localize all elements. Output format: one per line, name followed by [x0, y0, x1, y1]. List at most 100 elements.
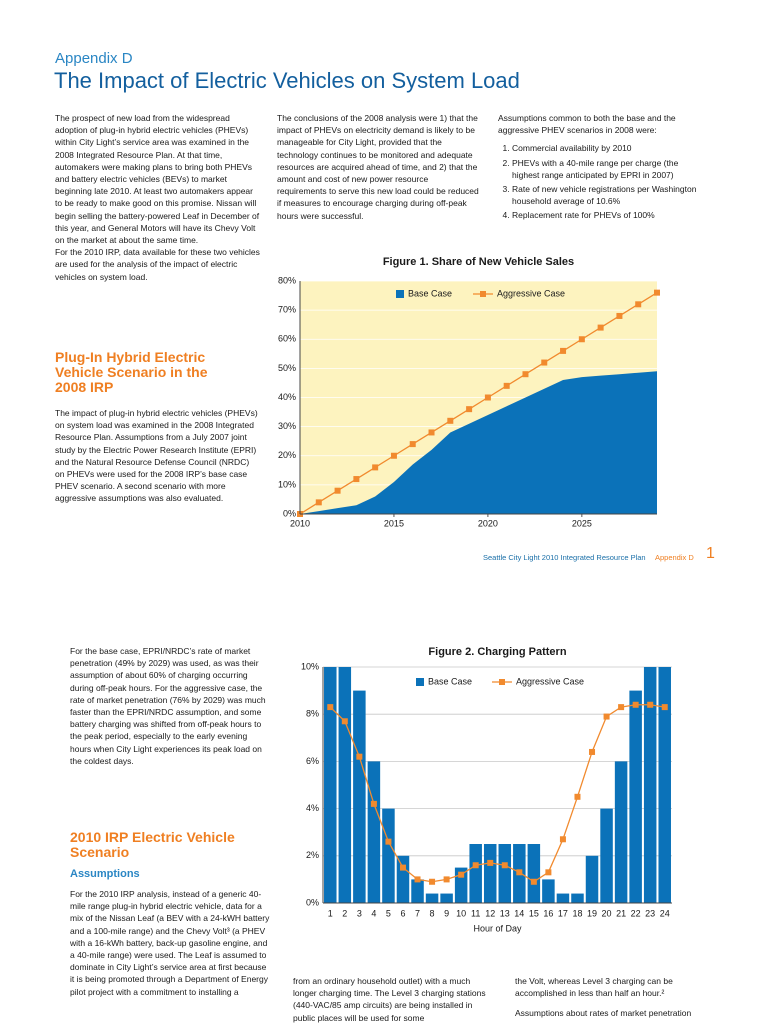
marker	[429, 878, 436, 885]
marker	[574, 793, 581, 800]
bar	[425, 893, 439, 903]
page-title: The Impact of Electric Vehicles on Syste…	[54, 68, 520, 93]
marker	[466, 406, 473, 413]
x-tick-label: 21	[616, 908, 626, 918]
x-tick-label: 6	[400, 908, 405, 918]
y-tick-label: 8%	[306, 709, 319, 719]
list: Commercial availability by 2010 PHEVs wi…	[498, 142, 703, 221]
bar	[483, 844, 497, 903]
bar	[367, 761, 381, 903]
paragraph: For the 2010 IRP analysis, instead of a …	[70, 889, 270, 997]
legend-label: Base Case	[408, 288, 452, 298]
column: Assumptions common to both the base and …	[498, 112, 703, 224]
list-item: Rate of new vehicle registrations per Wa…	[512, 183, 703, 207]
marker	[541, 359, 548, 366]
y-tick-label: 2%	[306, 850, 319, 860]
y-tick-label: 0%	[283, 508, 296, 518]
y-tick-label: 50%	[278, 363, 296, 373]
x-tick-label: 1	[328, 908, 333, 918]
x-tick-label: 5	[386, 908, 391, 918]
y-tick-label: 0%	[306, 897, 319, 907]
marker	[522, 371, 529, 378]
marker	[385, 838, 392, 845]
x-tick-label: 3	[357, 908, 362, 918]
x-tick-label: 2	[342, 908, 347, 918]
y-tick-label: 20%	[278, 450, 296, 460]
chart: Figure 1. Share of New Vehicle Sales 0% 10…	[278, 256, 660, 528]
x-tick-label: 18	[572, 908, 582, 918]
chart: Figure 2. Charging Pattern 0% 2% 4% 6% 8% 10% 1…	[301, 646, 672, 933]
marker	[487, 859, 494, 866]
marker	[409, 441, 416, 448]
bar	[411, 879, 424, 903]
list-item: Replacement rate for PHEVs of 100%	[512, 209, 703, 221]
x-tick-label: 19	[587, 908, 597, 918]
bar	[658, 667, 671, 903]
marker	[447, 417, 454, 424]
legend-swatch	[416, 678, 424, 686]
subheading: Assumptions	[70, 868, 140, 880]
paragraph: The impact of plug-in hybrid electric ve…	[55, 408, 258, 504]
marker	[399, 864, 406, 871]
legend-label: Aggressive Case	[497, 288, 565, 298]
y-tick-label: 6%	[306, 756, 319, 766]
column: The conclusions of the 2008 analysis wer…	[277, 112, 479, 222]
page-number: 1	[706, 545, 715, 562]
marker	[578, 336, 585, 343]
x-tick-label: 24	[660, 908, 670, 918]
chart-title: Figure 2. Charging Pattern	[428, 646, 566, 658]
line	[299, 292, 658, 515]
x-tick-label: 20	[602, 908, 612, 918]
y-tick-label: 10%	[301, 661, 319, 671]
marker	[618, 704, 625, 711]
chart-title: Figure 1. Share of New Vehicle Sales	[383, 256, 574, 268]
x-tick-label: 23	[645, 908, 655, 918]
marker	[458, 871, 465, 878]
marker	[503, 382, 510, 389]
marker	[589, 748, 596, 755]
marker	[661, 704, 668, 711]
marker	[530, 878, 537, 885]
bar	[571, 893, 584, 903]
marker	[484, 394, 491, 401]
y-tick-label: 40%	[278, 392, 296, 402]
y-tick-label: 70%	[278, 305, 296, 315]
marker	[616, 312, 623, 319]
marker	[390, 452, 397, 459]
bar	[585, 855, 599, 903]
marker	[501, 862, 508, 869]
marker	[327, 704, 334, 711]
bar	[338, 667, 352, 903]
x-tick-label: 9	[444, 908, 449, 918]
legend-swatch	[396, 290, 404, 298]
column: from an ordinary household outlet) with …	[293, 975, 493, 1024]
legend-swatch	[499, 679, 505, 685]
bar	[454, 867, 468, 903]
bar	[324, 667, 337, 903]
marker	[654, 289, 660, 296]
bar	[600, 808, 613, 903]
marker	[370, 800, 377, 807]
y-tick-label: 4%	[306, 803, 319, 813]
x-tick-label: 15	[529, 908, 539, 918]
x-tick-label: 4	[371, 908, 376, 918]
paragraph: Assumptions common to both the base and …	[498, 113, 676, 136]
bar	[353, 690, 366, 903]
x-tick-label: 2015	[384, 518, 404, 528]
section-heading: 2010 IRP Electric Vehicle Scenario	[70, 829, 235, 860]
x-tick-label: 14	[514, 908, 524, 918]
bar	[396, 855, 410, 903]
bar	[469, 844, 482, 903]
footer-section: Appendix D	[655, 553, 694, 562]
column: For the base case, EPRI/NRDC’s rate of m…	[70, 645, 270, 767]
x-tick-label: 12	[485, 908, 495, 918]
x-tick-label: 2010	[290, 518, 310, 528]
marker	[443, 876, 450, 883]
legend-label: Aggressive Case	[516, 676, 584, 686]
column: The impact of plug-in hybrid electric ve…	[55, 407, 260, 505]
marker	[353, 476, 360, 483]
marker	[372, 464, 379, 471]
marker	[603, 713, 610, 720]
marker	[428, 429, 435, 436]
